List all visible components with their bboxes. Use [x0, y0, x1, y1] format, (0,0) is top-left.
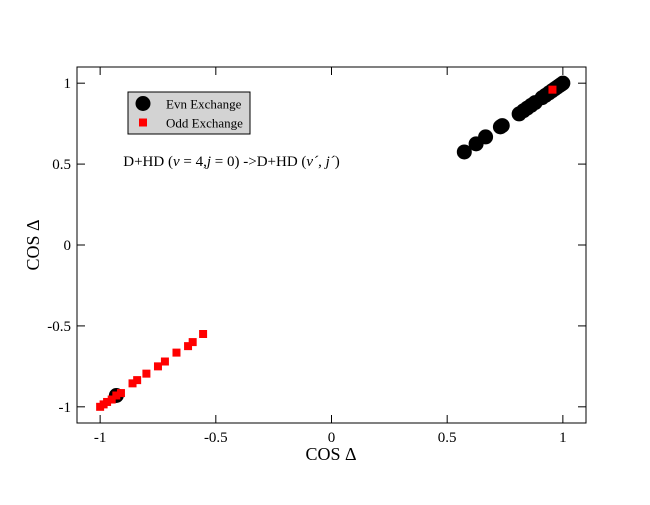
data-point-even-exchange: [555, 75, 571, 91]
annotation-part: ,: [318, 154, 326, 170]
x-axis-label: COS Δ: [305, 444, 356, 464]
y-axis-label: COS Δ: [23, 219, 43, 270]
y-tick-label: 1: [64, 76, 72, 92]
y-tick-label: -0.5: [47, 319, 71, 335]
data-point-odd-exchange: [116, 389, 125, 398]
y-tick-label: 0: [64, 238, 72, 254]
x-tick-label: -0.5: [204, 430, 228, 446]
data-point-odd-exchange: [199, 330, 208, 338]
data-point-odd-exchange: [107, 395, 116, 404]
annotation-part: = 4,: [180, 154, 207, 170]
annotation-text: D+HD (v = 4,j = 0) ->D+HD (v´, j´): [123, 154, 339, 170]
x-tick-label: 0.5: [438, 430, 457, 446]
annotation-part: = 0) ->D+HD (: [211, 154, 306, 170]
annotation-part: D+HD (: [123, 154, 173, 170]
legend: Evn Exchange Odd Exchange: [127, 91, 251, 135]
data-point-odd-exchange: [548, 85, 557, 94]
y-tick-label: 0.5: [52, 157, 71, 173]
data-point-odd-exchange: [133, 376, 142, 385]
legend-marker-odd: [139, 118, 147, 127]
data-marks: [96, 75, 571, 411]
data-point-odd-exchange: [103, 397, 112, 406]
annotation-part: j: [205, 154, 211, 170]
legend-marker-even: [135, 96, 151, 111]
annotation-part: ): [335, 154, 340, 170]
data-point-odd-exchange: [142, 369, 151, 378]
data-point-odd-exchange: [172, 348, 181, 357]
x-tick-label: 0: [328, 430, 336, 446]
data-point-odd-exchange: [188, 338, 197, 347]
data-point-even-exchange: [494, 118, 510, 134]
legend-label: Evn Exchange: [166, 97, 242, 112]
legend-label: Odd Exchange: [166, 116, 243, 131]
annotation-part: j´: [324, 154, 336, 170]
data-point-even-exchange: [456, 144, 472, 160]
annotation-part: v´: [306, 154, 319, 170]
data-point-odd-exchange: [112, 391, 121, 400]
data-point-odd-exchange: [184, 342, 193, 351]
data-point-even-exchange: [478, 129, 494, 145]
data-point-odd-exchange: [160, 357, 169, 366]
data-point-odd-exchange: [128, 379, 137, 388]
axis-ticks: -1 -0.5 0 0.5 1 -1 -0.5 0 0.5 1: [47, 67, 586, 446]
x-tick-label: 1: [559, 430, 567, 446]
annotation-part: v: [173, 154, 180, 170]
data-point-odd-exchange: [153, 362, 162, 371]
y-tick-label: -1: [59, 400, 72, 416]
x-tick-label: -1: [94, 430, 107, 446]
